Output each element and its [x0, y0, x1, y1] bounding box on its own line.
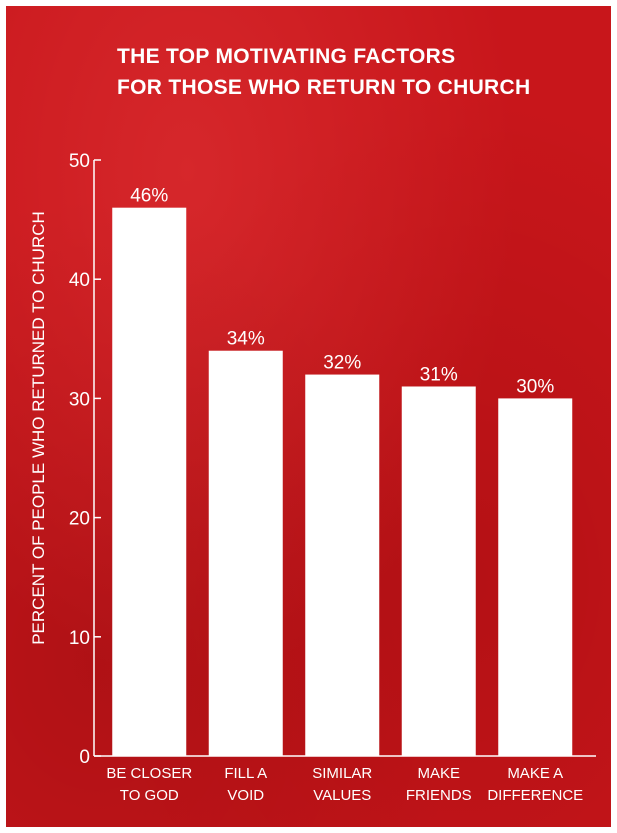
category-label: FRIENDS — [406, 787, 472, 804]
bar-chart: THE TOP MOTIVATING FACTORS FOR THOSE WHO… — [29, 45, 596, 804]
y-tick-label: 50 — [69, 151, 90, 172]
category-label: DIFFERENCE — [487, 787, 583, 804]
chart-title-line-2: FOR THOSE WHO RETURN TO CHURCH — [117, 76, 530, 99]
y-tick-label: 40 — [69, 270, 90, 291]
bar — [305, 374, 380, 756]
bar — [208, 350, 283, 756]
category-label: FILL A — [224, 765, 267, 782]
data-label: 34% — [227, 329, 265, 350]
data-label: 46% — [130, 186, 168, 207]
category-label: MAKE A — [507, 765, 563, 782]
y-tick-label: 20 — [69, 509, 90, 530]
chart-title: THE TOP MOTIVATING FACTORS FOR THOSE WHO… — [117, 45, 530, 99]
y-tick-label: 30 — [69, 389, 90, 410]
category-label: BE CLOSER — [106, 765, 192, 782]
y-axis-label: PERCENT OF PEOPLE WHO RETURNED TO CHURCH — [29, 211, 48, 645]
category-label: MAKE — [417, 765, 460, 782]
y-tick-label: 10 — [69, 628, 90, 649]
bar — [498, 398, 573, 756]
category-label: SIMILAR — [312, 765, 372, 782]
data-label: 32% — [323, 353, 361, 374]
labels: 46% BE CLOSER TO GOD 34% FILL A VOID 32% SIMILA… — [106, 186, 583, 804]
bar — [112, 207, 187, 756]
category-label: VOID — [227, 787, 264, 804]
data-label: 31% — [420, 364, 458, 385]
data-label: 30% — [516, 376, 554, 397]
bars — [112, 207, 573, 756]
y-tick-label: 0 — [79, 747, 90, 768]
category-label: TO GOD — [120, 787, 179, 804]
chart-title-line-1: THE TOP MOTIVATING FACTORS — [117, 45, 455, 68]
category-label: VALUES — [313, 787, 371, 804]
chart-panel: THE TOP MOTIVATING FACTORS FOR THOSE WHO… — [6, 6, 611, 827]
bar — [401, 386, 476, 756]
